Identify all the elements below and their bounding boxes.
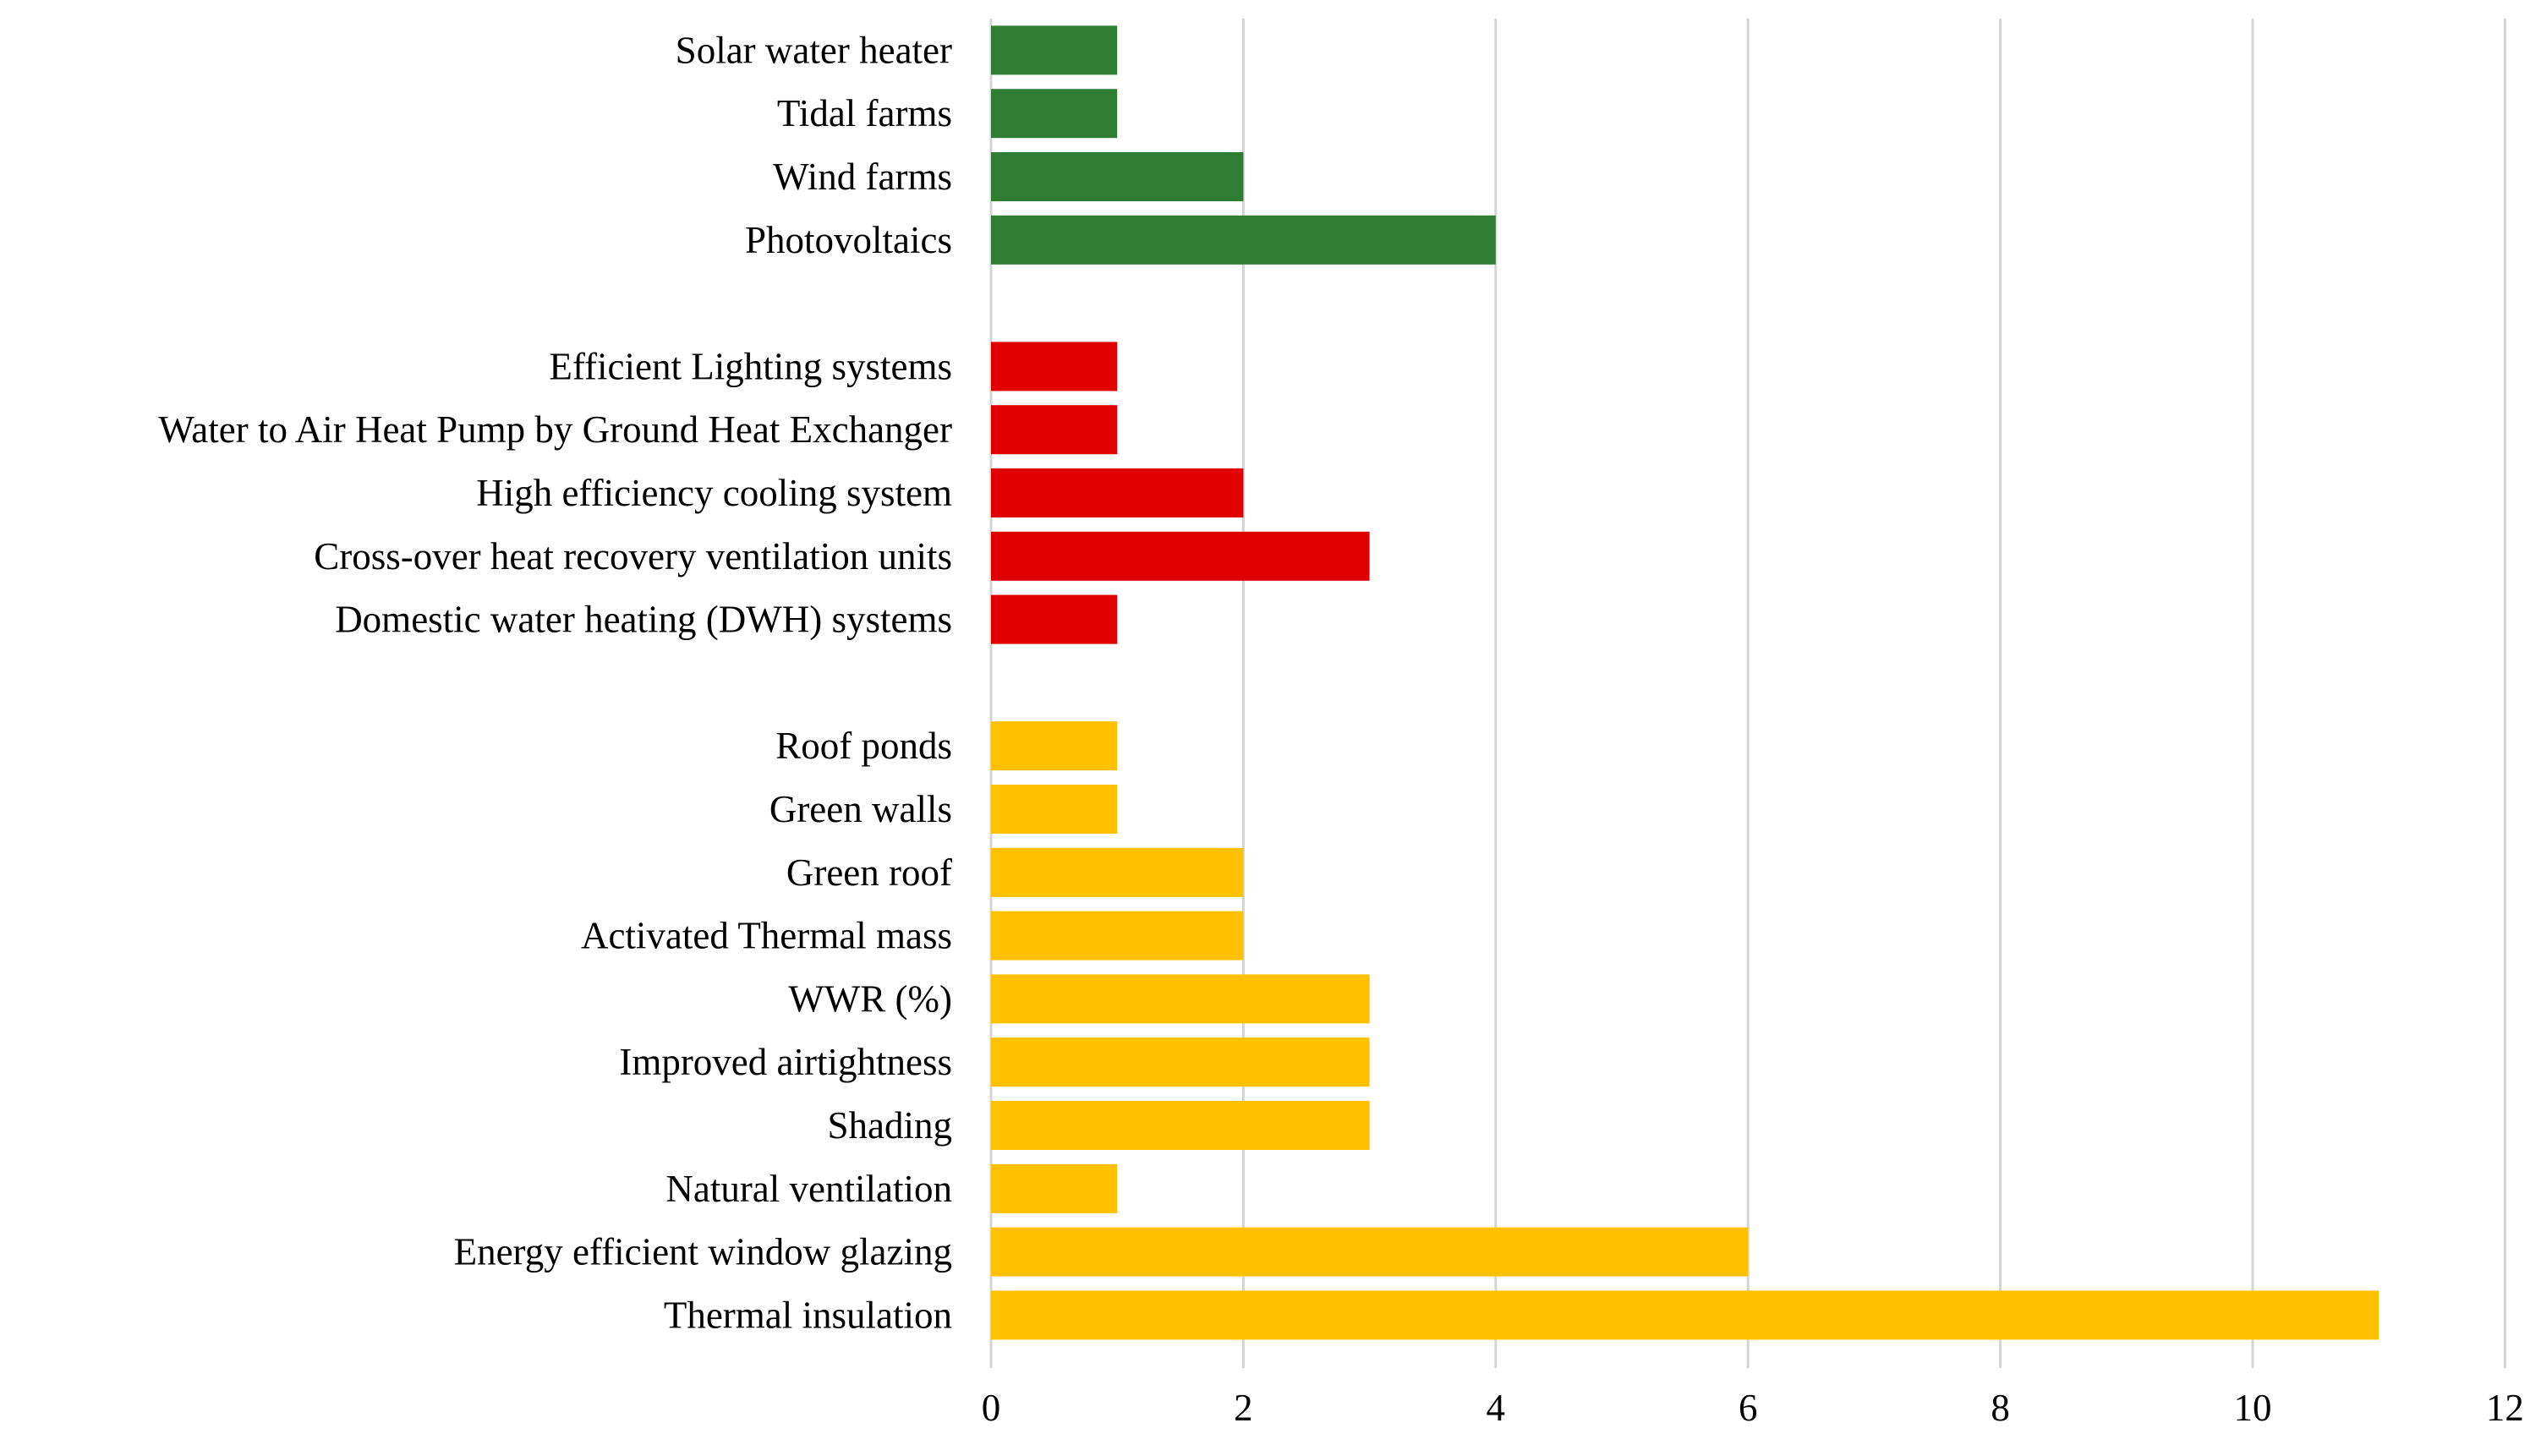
bar-domestic-water-heating-dwh-systems (991, 594, 1118, 644)
category-label-efficient-lighting-systems: Efficient Lighting systems (549, 345, 952, 387)
category-label-green-walls: Green walls (769, 788, 952, 830)
category-label-energy-efficient-window-glazing: Energy efficient window glazing (454, 1231, 952, 1273)
category-label-wind-farms: Wind farms (773, 156, 952, 198)
bar-cross-over-heat-recovery-ventilation-units (991, 531, 1370, 581)
category-label-domestic-water-heating-dwh-systems: Domestic water heating (DWH) systems (335, 599, 952, 641)
bar-high-efficiency-cooling-system (991, 468, 1244, 517)
category-label-wwr: WWR (%) (788, 977, 952, 1020)
category-label-activated-thermal-mass: Activated Thermal mass (581, 915, 952, 957)
bar-efficient-lighting-systems (991, 342, 1118, 391)
category-label-tidal-farms: Tidal farms (777, 92, 952, 134)
x-tick-label-12: 12 (2486, 1387, 2524, 1429)
category-label-shading: Shading (827, 1104, 952, 1147)
bar-wwr (991, 974, 1370, 1024)
bar-water-to-air-heat-pump-by-ground-heat-exchanger (991, 405, 1118, 455)
bar-layer (991, 25, 2379, 1340)
bar-energy-efficient-window-glazing (991, 1227, 1749, 1277)
category-label-high-efficiency-cooling-system: High efficiency cooling system (476, 472, 952, 514)
bar-solar-water-heater (991, 25, 1118, 75)
category-label-thermal-insulation: Thermal insulation (664, 1294, 952, 1336)
x-tick-label-10: 10 (2234, 1387, 2272, 1429)
x-tick-label-6: 6 (1739, 1387, 1758, 1429)
bar-green-walls (991, 785, 1118, 834)
bar-wind-farms (991, 152, 1244, 201)
x-tick-label-2: 2 (1234, 1387, 1253, 1429)
x-tick-label-4: 4 (1487, 1387, 1506, 1429)
bar-thermal-insulation (991, 1290, 2379, 1340)
category-label-layer: Solar water heater Tidal farms Wind farms P… (158, 29, 952, 1336)
x-tick-label-layer: 0 2 4 6 8 10 12 (982, 1387, 2524, 1429)
bar-activated-thermal-mass (991, 911, 1244, 961)
bar-photovoltaics (991, 215, 1496, 265)
category-label-water-to-air-heat-pump-by-ground-heat-exchanger: Water to Air Heat Pump by Ground Heat Ex… (158, 408, 952, 451)
category-label-green-roof: Green roof (786, 851, 952, 894)
category-label-improved-airtightness: Improved airtightness (619, 1041, 952, 1083)
x-tick-label-0: 0 (982, 1387, 1001, 1429)
bar-natural-ventilation (991, 1163, 1118, 1213)
x-tick-label-8: 8 (1991, 1387, 2010, 1429)
category-label-photovoltaics: Photovoltaics (745, 219, 952, 261)
category-label-roof-ponds: Roof ponds (775, 725, 952, 767)
bar-tidal-farms (991, 89, 1118, 139)
bar-shading (991, 1101, 1370, 1150)
bar-green-roof (991, 847, 1244, 897)
category-label-cross-over-heat-recovery-ventilation-units: Cross-over heat recovery ventilation uni… (314, 535, 952, 577)
category-label-natural-ventilation: Natural ventilation (665, 1168, 952, 1210)
category-label-solar-water-heater: Solar water heater (676, 29, 952, 71)
bar-roof-ponds (991, 721, 1118, 771)
bar-improved-airtightness (991, 1037, 1370, 1087)
